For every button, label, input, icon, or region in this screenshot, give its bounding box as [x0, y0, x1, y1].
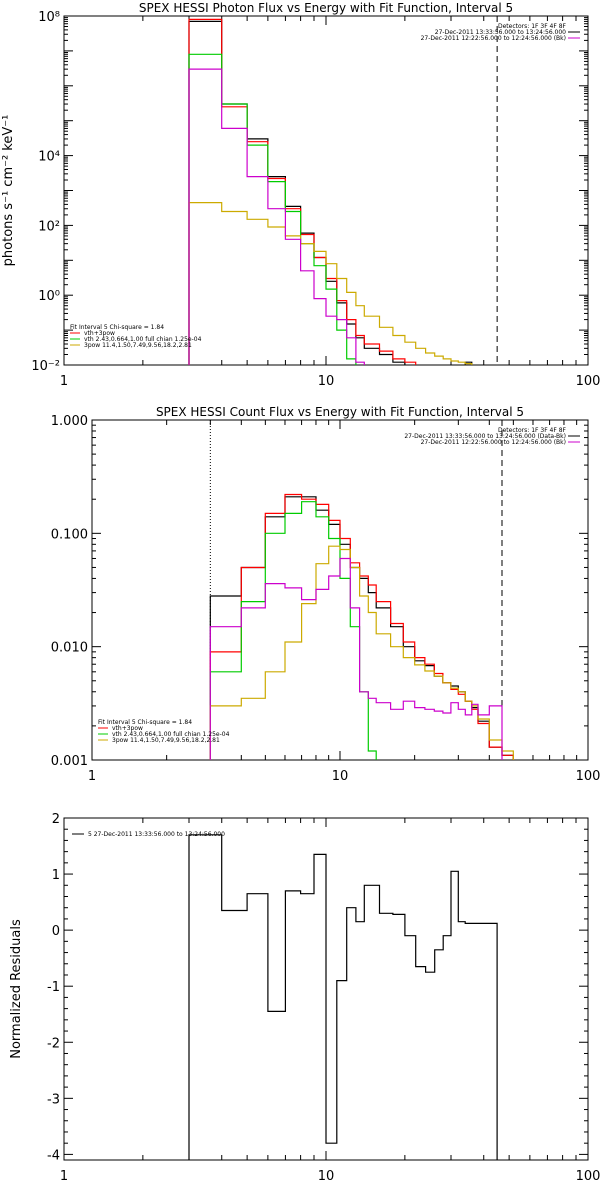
y-tick-label: 10²: [38, 219, 60, 234]
legend-fit-entry: vth 2.43,0.664,1.00 full chian 1.25e-04: [84, 336, 202, 343]
y-tick-label: 0.001: [51, 754, 88, 769]
y-tick-label: 10⁴: [38, 150, 60, 165]
y-tick-label: 10⁻²: [31, 359, 60, 374]
y-tick-label: 1: [52, 868, 60, 883]
series-vth: [188, 53, 357, 365]
x-tick-label: 100: [576, 1169, 600, 1184]
legend-top-entry: 27-Dec-2011 13:33:56.000 to 13:24:56.000: [435, 29, 566, 36]
series-vth: [209, 501, 377, 760]
y-tick-label: -3: [47, 1092, 60, 1107]
y-tick-label: -4: [47, 1148, 60, 1163]
series-group: [188, 18, 473, 365]
x-tick-label: 10: [318, 1169, 335, 1184]
x-tick-label: 10: [318, 374, 335, 389]
chart-title: SPEX HESSI Count Flux vs Energy with Fit…: [156, 405, 524, 419]
chart-title: SPEX HESSI Photon Flux vs Energy with Fi…: [139, 1, 513, 15]
legend-fit-entry: Fit Interval 5 Chi-square = 1.84: [70, 324, 164, 331]
series-3pow: [209, 545, 514, 760]
y-tick-label: 0.100: [51, 527, 88, 542]
y-tick-label: -2: [47, 1036, 60, 1051]
legend-top-entry: 27-Dec-2011 12:22:56.000 to 12:24:56.000…: [421, 35, 566, 42]
x-tick-label: 1: [60, 1169, 68, 1184]
legend-top-entry: 5 27-Dec-2011 13:33:56.000 to 13:24:56.0…: [88, 831, 225, 838]
series-data: [188, 20, 473, 365]
legend-top-entry: 27-Dec-2011 12:22:56.000 to 12:24:56.000…: [421, 439, 566, 446]
x-tick-label: 1: [88, 769, 96, 784]
y-tick-label: 10⁰: [38, 289, 60, 304]
plot-frame: [91, 419, 589, 761]
legend-top-entry: Detectors: 1F 3F 4F 8F: [498, 427, 567, 434]
legend-fit-entry: 3pow 11.4,1.50,7.49,9.56,18.2,2.81: [84, 342, 192, 349]
legend-fit-entry: vth+3pow: [84, 330, 115, 337]
y-axis-label: photons s⁻¹ cm⁻² keV⁻¹: [1, 115, 16, 267]
x-tick-label: 100: [576, 769, 600, 784]
series-vth-3pow: [188, 18, 417, 365]
x-tick-label: 10: [332, 769, 349, 784]
series-residuals: [188, 834, 498, 1160]
legend-fit-entry: vth 2.43,0.664,1.00 full chian 1.25e-04: [112, 731, 230, 738]
legend-fit-entry: Fit Interval 5 Chi-square = 1.84: [98, 719, 192, 726]
y-tick-label: 0: [52, 924, 60, 939]
legend-fit-entry: 3pow 11.4,1.50,7.49,9.56,18.2,2.81: [112, 737, 220, 744]
x-tick-label: 100: [576, 374, 600, 389]
series-bk: [209, 557, 503, 760]
y-axis-label: Normalized Residuals: [9, 919, 24, 1059]
legend-top-entry: 27-Dec-2011 13:33:56.000 to 13:24:56.000…: [404, 433, 566, 440]
series-data: [209, 496, 514, 760]
series-group: [188, 834, 498, 1160]
series-bk: [188, 68, 365, 365]
chart-panel-2: SPEX HESSI Count Flux vs Energy with Fit…: [51, 405, 600, 784]
y-tick-label: 1.000: [51, 414, 88, 429]
y-tick-label: 0.010: [51, 641, 88, 656]
chart-panel-1: SPEX HESSI Photon Flux vs Energy with Fi…: [1, 1, 600, 389]
series-vth-3pow: [209, 493, 514, 760]
y-tick-label: 10⁸: [38, 10, 60, 25]
legend-fit-entry: vth+3pow: [112, 725, 143, 732]
series-group: [209, 493, 514, 760]
y-tick-label: -1: [47, 980, 60, 995]
y-tick-label: 2: [52, 812, 60, 827]
x-tick-label: 1: [60, 374, 68, 389]
legend-top-entry: Detectors: 1F 3F 4F 8F: [498, 23, 567, 30]
series-3pow: [188, 202, 473, 365]
